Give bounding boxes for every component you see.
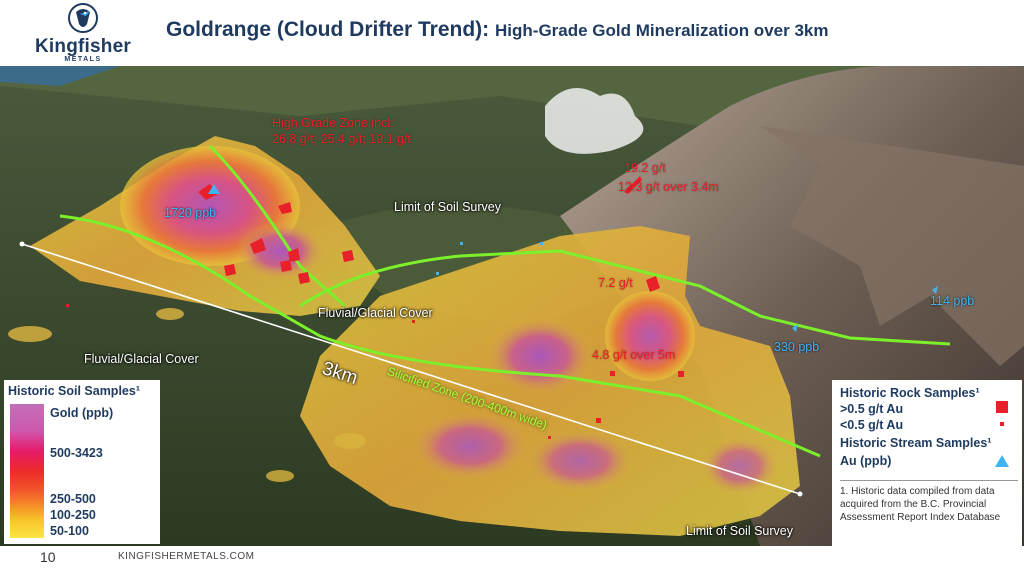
high-grade-zone-values: 26.8 g/t, 25.4 g/t; 19.1 g/t <box>272 132 411 146</box>
soil-legend-unit: Gold (ppb) <box>50 406 114 420</box>
kingfisher-bird-icon <box>68 3 98 33</box>
rock-stream-legend: Historic Rock Samples¹ >0.5 g/t Au <0.5 … <box>832 380 1022 546</box>
rock-legend-low: <0.5 g/t Au <box>840 418 904 432</box>
stream-legend-title: Historic Stream Samples¹ <box>840 436 992 450</box>
title-main: Goldrange (Cloud Drifter Trend): <box>166 18 490 41</box>
rock-high-marker-icon <box>996 401 1008 413</box>
rock-low-marker-icon <box>1000 422 1004 426</box>
rock-legend-high: >0.5 g/t Au <box>840 402 904 416</box>
slide-header: Kingfisher METALS Goldrange (Cloud Drift… <box>0 0 1024 66</box>
sample-4-8-label: 4.8 g/t over 5m <box>592 348 676 362</box>
limit-soil-survey-bottom-label: Limit of Soil Survey <box>686 524 793 538</box>
kingfisher-logo: Kingfisher METALS <box>28 2 138 64</box>
soil-range-50-100: 50-100 <box>50 524 89 538</box>
fluvial-cover-center-label: Fluvial/Glacial Cover <box>318 306 433 320</box>
high-grade-zone-label: High Grade Zone incl: <box>272 116 394 130</box>
sample-19-2-label: 19.2 g/t <box>624 161 666 175</box>
sample-7-2-label: 7.2 g/t <box>598 276 633 290</box>
soil-legend-title: Historic Soil Samples¹ <box>8 384 140 398</box>
website-link[interactable]: KINGFISHERMETALS.COM <box>118 551 255 562</box>
logo-name: Kingfisher <box>35 36 131 57</box>
fluvial-cover-left-label: Fluvial/Glacial Cover <box>84 352 199 366</box>
slide-title: Goldrange (Cloud Drifter Trend): High-Gr… <box>166 18 828 42</box>
stream-1720-label: 1720 ppb <box>164 206 217 220</box>
limit-soil-survey-top-label: Limit of Soil Survey <box>394 200 501 214</box>
logo-subtitle: METALS <box>64 56 102 63</box>
soil-samples-legend: Historic Soil Samples¹ Gold (ppb) 500-34… <box>4 380 160 544</box>
stream-sample-markers <box>208 184 938 332</box>
rock-legend-title: Historic Rock Samples¹ <box>840 386 980 400</box>
rock-sample-markers <box>66 176 684 439</box>
soil-range-250-500: 250-500 <box>50 492 96 506</box>
title-subtitle: High-Grade Gold Mineralization over 3km <box>495 21 829 40</box>
stream-114-label: 114 ppb <box>930 294 975 308</box>
soil-color-ramp <box>10 404 44 538</box>
sample-12-3-label: 12.3 g/t over 3.4m <box>618 180 719 194</box>
stream-legend-unit: Au (ppb) <box>840 454 892 468</box>
soil-range-100-250: 100-250 <box>50 508 96 522</box>
page-number: 10 <box>40 549 56 565</box>
soil-range-500-3423: 500-3423 <box>50 446 103 460</box>
stream-marker-icon <box>995 455 1009 467</box>
slide-footer: 10 KINGFISHERMETALS.COM <box>0 546 1024 570</box>
data-source-note: 1. Historic data compiled from data acqu… <box>840 480 1018 524</box>
stream-330-label: 330 ppb <box>774 340 820 354</box>
